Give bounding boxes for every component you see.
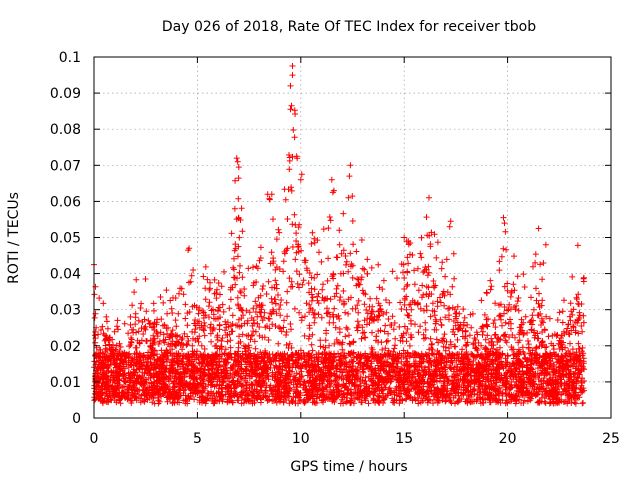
roti-points	[91, 63, 587, 407]
y-tick-label: 0.03	[50, 303, 81, 319]
x-tick-label: 0	[90, 431, 99, 447]
y-tick-label: 0.02	[50, 339, 81, 355]
y-tick-label: 0.07	[50, 158, 81, 174]
y-axis-label: ROTI / TECUs	[6, 192, 22, 284]
x-tick-label: 15	[395, 431, 413, 447]
y-tick-label: 0.05	[50, 231, 81, 247]
chart-title: Day 026 of 2018, Rate Of TEC Index for r…	[162, 19, 536, 35]
y-tick-label: 0.08	[50, 122, 81, 138]
y-tick-label: 0.09	[50, 86, 81, 102]
axis-ticks	[93, 56, 612, 419]
data-points	[91, 63, 587, 407]
y-tick-label: 0.06	[50, 194, 81, 210]
y-tick-label: 0.04	[50, 267, 81, 283]
y-tick-label: 0	[72, 411, 81, 427]
x-tick-label: 25	[602, 431, 620, 447]
y-tick-label: 0.1	[59, 50, 81, 66]
x-tick-label: 10	[292, 431, 310, 447]
x-axis-label: GPS time / hours	[290, 459, 407, 475]
y-tick-label: 0.01	[50, 375, 81, 391]
tick-labels: 0 5 10 15 20 25 0 0.01 0.02 0.03 0.04 0.05 0.06 0.07 0…	[50, 50, 620, 447]
x-tick-label: 20	[499, 431, 517, 447]
x-tick-label: 5	[193, 431, 202, 447]
